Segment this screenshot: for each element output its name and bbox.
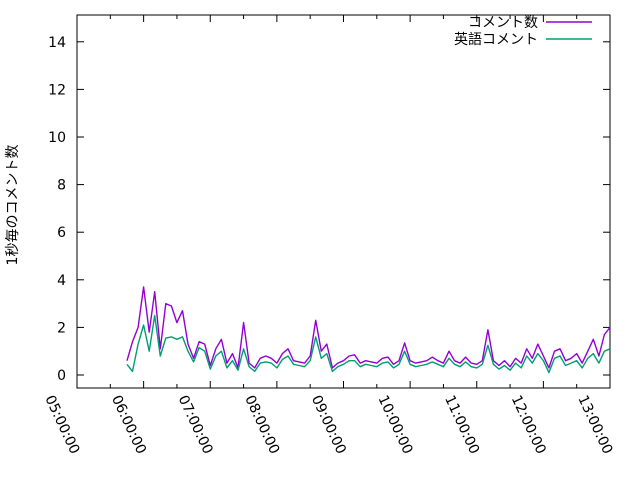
x-tick-label: 10:00:00	[374, 393, 415, 457]
y-tick-label: 8	[57, 178, 66, 194]
x-tick-label: 12:00:00	[508, 393, 549, 457]
y-tick-label: 0	[57, 368, 66, 384]
y-axis-title: 1秒毎のコメント数	[5, 145, 21, 266]
y-tick-label: 14	[48, 35, 66, 51]
legend-label-english: 英語コメント	[454, 31, 538, 48]
x-tick-label: 08:00:00	[241, 393, 282, 457]
english-comment-line	[126, 314, 611, 374]
x-tick-label: 09:00:00	[308, 393, 349, 457]
x-tick-label: 13:00:00	[574, 393, 615, 457]
x-tick-label: 11:00:00	[441, 393, 482, 457]
legend-label-comments: コメント数	[468, 15, 538, 31]
x-tick-label: 07:00:00	[175, 393, 216, 457]
comment-count-line	[126, 286, 611, 369]
x-tick-label: 06:00:00	[108, 393, 149, 457]
x-tick-label: 05:00:00	[41, 393, 82, 457]
y-tick-label: 4	[57, 273, 66, 289]
plot-series	[126, 286, 611, 374]
axes: 0 2 4 6 8 10 12 14 05:00:00 06:00:00 07:00:00 08:00…	[41, 15, 615, 457]
legend-item-english: 英語コメント	[454, 31, 592, 48]
y-tick-label: 12	[48, 82, 66, 98]
y-tick-label: 2	[57, 320, 66, 336]
legend: コメント数 英語コメント	[454, 15, 592, 48]
legend-item-comments: コメント数	[468, 15, 592, 31]
y-tick-label: 6	[57, 225, 66, 241]
y-tick-label: 10	[48, 130, 66, 146]
